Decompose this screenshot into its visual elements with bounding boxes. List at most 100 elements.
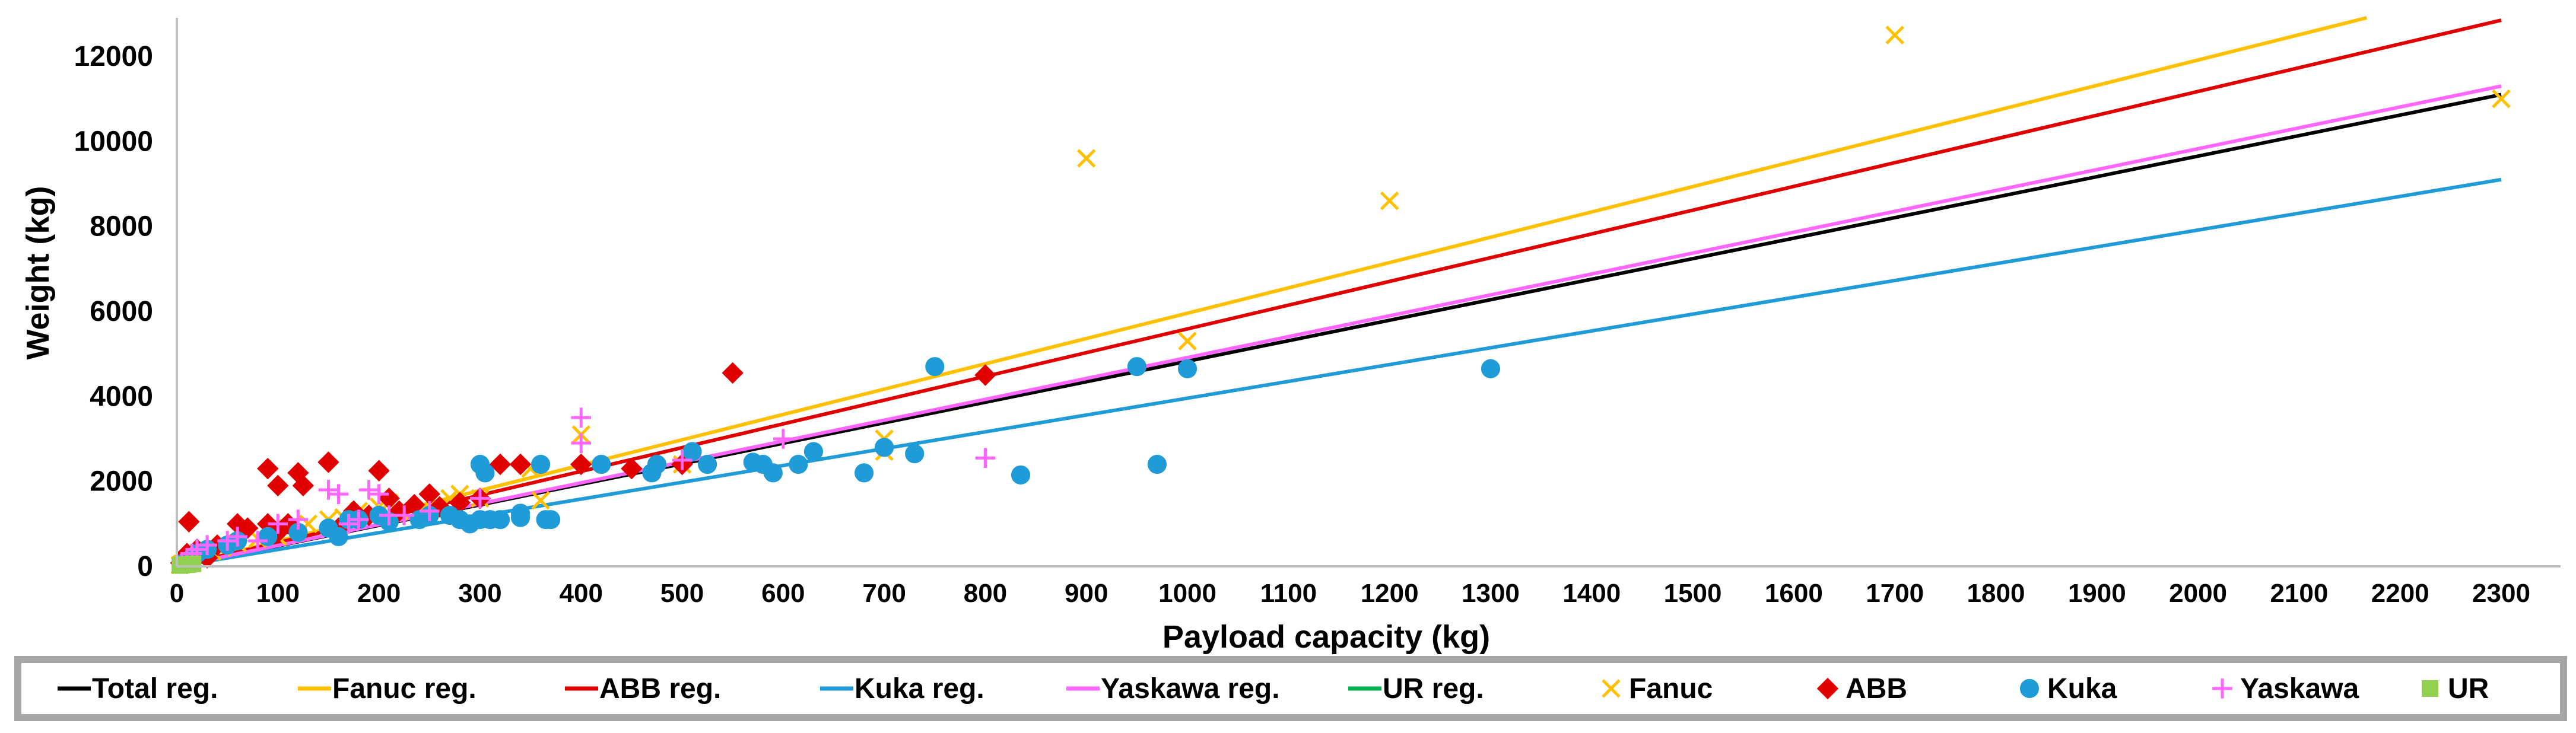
fanuc-point: [1178, 332, 1197, 350]
yaskawa-point: [217, 531, 237, 551]
kuka-point: [875, 438, 894, 457]
yaskawa-point: [571, 433, 592, 453]
x-tick-label: 600: [761, 579, 805, 608]
x-tick-label: 900: [1065, 579, 1108, 608]
x-tick-label: 1100: [1260, 579, 1317, 608]
y-tick-label: 10000: [74, 126, 153, 157]
y-tick-label: 8000: [90, 211, 153, 243]
fanuc-reg-line: [176, 16, 2367, 568]
abb-point: [974, 364, 996, 386]
yaskawa-point: [672, 450, 693, 470]
legend-fanuc-swatch: [1602, 679, 1621, 698]
yaskawa-point: [268, 514, 288, 534]
abb-point: [621, 457, 643, 480]
x-tick-label: 0: [170, 579, 184, 608]
legend-ur-swatch: [2422, 680, 2438, 697]
kuka-point: [1177, 359, 1198, 378]
yaskawa-point: [394, 505, 414, 525]
yaskawa-point: [328, 484, 349, 504]
legend: Total reg. Fanuc reg. ABB reg. Kuka reg. Yas…: [14, 656, 2567, 721]
x-tick-label: 500: [660, 579, 704, 608]
legend-yaskawa-reg-label: Yaskawa reg.: [1101, 673, 1280, 705]
abb-point: [570, 453, 592, 476]
x-tick-label: 1200: [1361, 579, 1419, 608]
yaskawa-point: [338, 514, 359, 534]
y-tick-label: 4000: [90, 381, 153, 412]
kuka-point: [1011, 465, 1031, 485]
legend-box: [14, 656, 2567, 721]
y-tick-label: 2000: [90, 466, 153, 498]
x-tick-label: 1500: [1664, 579, 1722, 608]
x-axis-title: Payload capacity (kg): [1162, 619, 1490, 655]
x-tick-label: 1400: [1562, 579, 1621, 608]
x-tick-label: 1300: [1462, 579, 1520, 608]
y-tick-label: 0: [137, 551, 153, 582]
abb-point: [226, 513, 249, 535]
yaskawa-point: [247, 531, 268, 551]
x-tick-label: 1600: [1765, 579, 1823, 608]
fanuc-point: [531, 491, 550, 510]
abb-point: [292, 474, 315, 497]
kuka-point: [925, 357, 945, 377]
abb-point: [257, 513, 279, 535]
legend-ur-label: UR: [2448, 673, 2489, 705]
yaskawa-point: [571, 407, 592, 428]
legend-yaskawa-label: Yaskawa: [2240, 673, 2359, 705]
ur-point: [185, 555, 202, 572]
x-tick-label: 700: [862, 579, 906, 608]
yaskawa-point: [369, 484, 389, 504]
yaskawa-point: [227, 527, 247, 547]
y-axis-title: Weight (kg): [20, 186, 56, 360]
x-tick-label: 200: [357, 579, 401, 608]
legend-fanuc-reg-label: Fanuc reg.: [332, 673, 477, 705]
fanuc-point: [1076, 149, 1096, 168]
yaskawa-point: [348, 509, 369, 530]
yaskawa-point: [197, 535, 217, 555]
x-tick-label: 300: [458, 579, 501, 608]
abb-point: [368, 460, 390, 482]
abb-point: [257, 457, 279, 480]
fanuc-point: [1380, 191, 1399, 211]
kuka-point: [592, 454, 611, 474]
x-tick-label: 2200: [2371, 579, 2429, 608]
abb-point: [509, 453, 532, 476]
legend-kuka-reg-label: Kuka reg.: [855, 673, 984, 705]
kuka-point: [510, 503, 531, 523]
abb-reg-line: [176, 18, 2502, 568]
kuka-point: [789, 454, 808, 474]
yaskawa-reg-line: [176, 84, 2502, 568]
kuka-point: [531, 454, 551, 474]
kuka-point: [1127, 357, 1146, 377]
abb-point: [722, 362, 744, 384]
fanuc-point: [2492, 89, 2511, 109]
kuka-point: [1147, 454, 1167, 474]
legend-abb-reg-label: ABB reg.: [599, 673, 721, 705]
abb-point: [178, 511, 200, 533]
kuka-reg-line: [176, 177, 2502, 568]
abb-point: [378, 487, 400, 509]
kuka-point: [697, 454, 717, 474]
regression-lines: [176, 16, 2502, 568]
legend-kuka-swatch: [2019, 678, 2040, 699]
legend-total-reg-label: Total reg.: [92, 673, 218, 705]
kuka-point: [763, 463, 783, 483]
yaskawa-point: [358, 480, 379, 500]
tick-labels: 0 100 200 300 400 500 600 700 800 900 1000 1100 1200…: [74, 41, 2530, 608]
x-tick-label: 100: [256, 579, 300, 608]
abb-point: [489, 453, 512, 476]
kuka-point: [647, 454, 667, 474]
x-tick-label: 400: [560, 579, 603, 608]
yaskawa-point: [975, 448, 996, 469]
yaskawa-point: [318, 480, 339, 500]
legend-kuka-label: Kuka: [2047, 673, 2117, 705]
kuka-point: [682, 442, 702, 461]
y-tick-label: 12000: [74, 41, 153, 72]
x-tick-label: 1900: [2068, 579, 2126, 608]
kuka-point: [1481, 359, 1501, 378]
legend-abb-swatch: [1816, 677, 1839, 700]
abb-point: [418, 483, 440, 505]
abb-point: [428, 496, 450, 518]
x-tick-label: 2000: [2169, 579, 2227, 608]
kuka-point: [803, 442, 824, 461]
